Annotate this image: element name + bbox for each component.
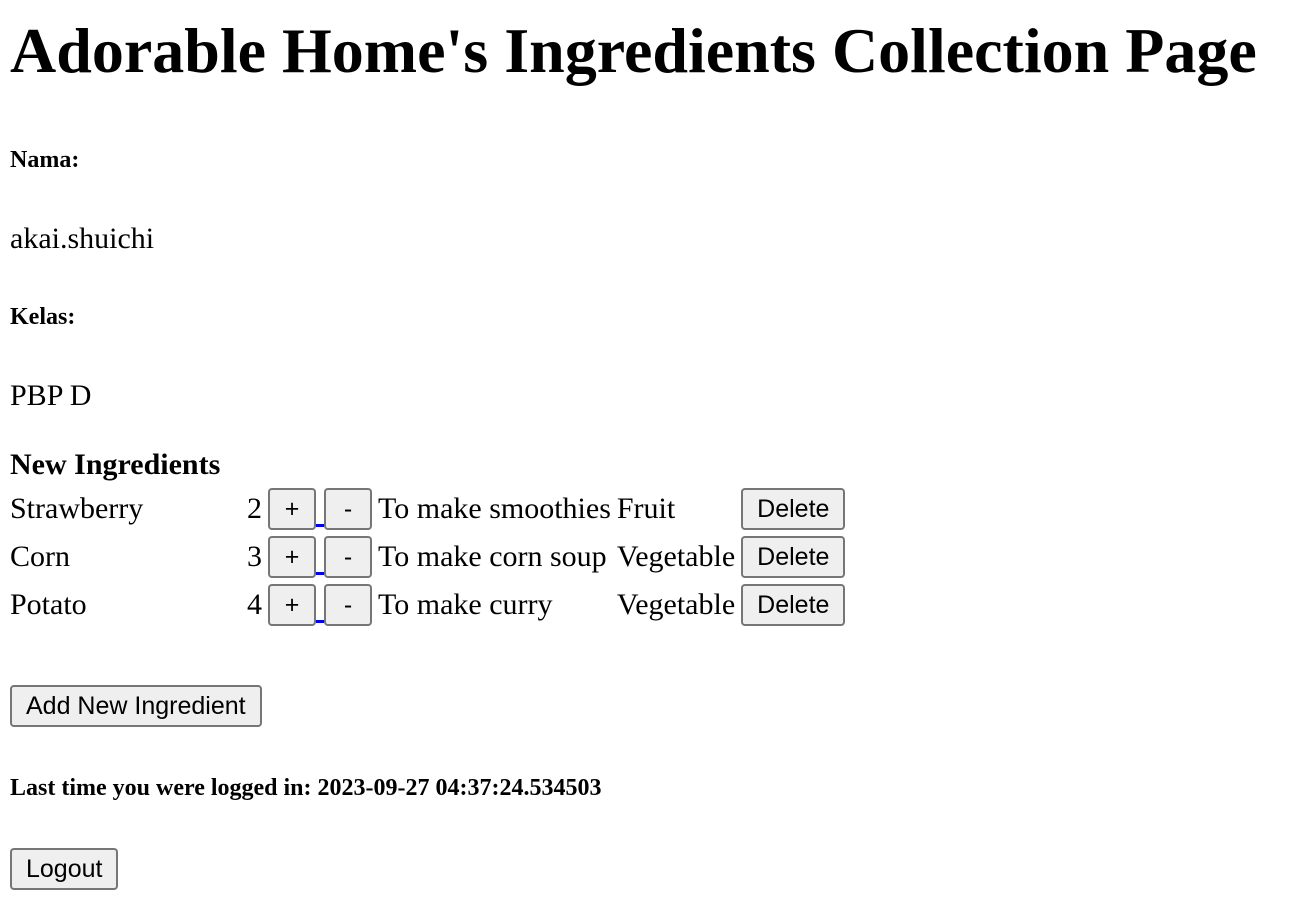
table-header-row: New Ingredients bbox=[10, 448, 845, 482]
name-label: Nama: bbox=[10, 147, 80, 173]
ingredient-name: Corn bbox=[10, 540, 70, 573]
decrement-button[interactable]: - bbox=[324, 488, 372, 530]
logout-button[interactable]: Logout bbox=[10, 848, 119, 890]
ingredient-amount: 4 bbox=[247, 588, 262, 621]
decrement-button[interactable]: - bbox=[324, 536, 372, 578]
ingredient-category: Vegetable bbox=[616, 588, 736, 621]
ingredient-amount: 2 bbox=[247, 492, 262, 525]
class-value: PBP D bbox=[10, 379, 92, 412]
add-ingredient-button[interactable]: Add New Ingredient bbox=[10, 685, 262, 727]
delete-cell: Delete bbox=[741, 488, 846, 530]
table-header: New Ingredients bbox=[10, 448, 221, 481]
ingredient-description: To make curry bbox=[378, 588, 553, 621]
class-label: Kelas: bbox=[10, 304, 76, 330]
delete-cell: Delete bbox=[741, 536, 846, 578]
delete-button[interactable]: Delete bbox=[741, 488, 846, 530]
page: Adorable Home's Ingredients Collection P… bbox=[0, 14, 1294, 890]
table-row: Potato 4 + - To make curry Vegetable Del… bbox=[10, 584, 846, 626]
ingredient-name: Strawberry bbox=[10, 492, 144, 525]
ingredient-category: Fruit bbox=[616, 492, 676, 525]
delete-cell: Delete bbox=[741, 584, 846, 626]
increment-button[interactable]: + bbox=[268, 536, 316, 578]
stepper-cell: + - bbox=[268, 488, 372, 530]
table-row: Strawberry 2 + - To make smoothies Fruit… bbox=[10, 488, 846, 530]
ingredient-description: To make smoothies bbox=[378, 492, 611, 525]
stepper-link[interactable] bbox=[316, 518, 324, 527]
ingredient-amount: 3 bbox=[247, 540, 262, 573]
stepper-cell: + - bbox=[268, 584, 372, 626]
increment-button[interactable]: + bbox=[268, 584, 316, 626]
ingredient-description: To make corn soup bbox=[378, 540, 607, 573]
delete-button[interactable]: Delete bbox=[741, 584, 846, 626]
stepper-link[interactable] bbox=[316, 614, 324, 623]
stepper-cell: + - bbox=[268, 536, 372, 578]
delete-button[interactable]: Delete bbox=[741, 536, 846, 578]
page-title: Adorable Home's Ingredients Collection P… bbox=[10, 15, 1257, 86]
name-value: akai.shuichi bbox=[10, 222, 155, 255]
ingredient-name: Potato bbox=[10, 588, 87, 621]
table-row: Corn 3 + - To make corn soup Vegetable D… bbox=[10, 536, 846, 578]
increment-button[interactable]: + bbox=[268, 488, 316, 530]
last-login-text: Last time you were logged in: 2023-09-27… bbox=[10, 775, 602, 801]
decrement-button[interactable]: - bbox=[324, 584, 372, 626]
ingredient-category: Vegetable bbox=[616, 540, 736, 573]
ingredients-table: New Ingredients Strawberry 2 + - To make… bbox=[4, 442, 851, 632]
stepper-link[interactable] bbox=[316, 566, 324, 575]
